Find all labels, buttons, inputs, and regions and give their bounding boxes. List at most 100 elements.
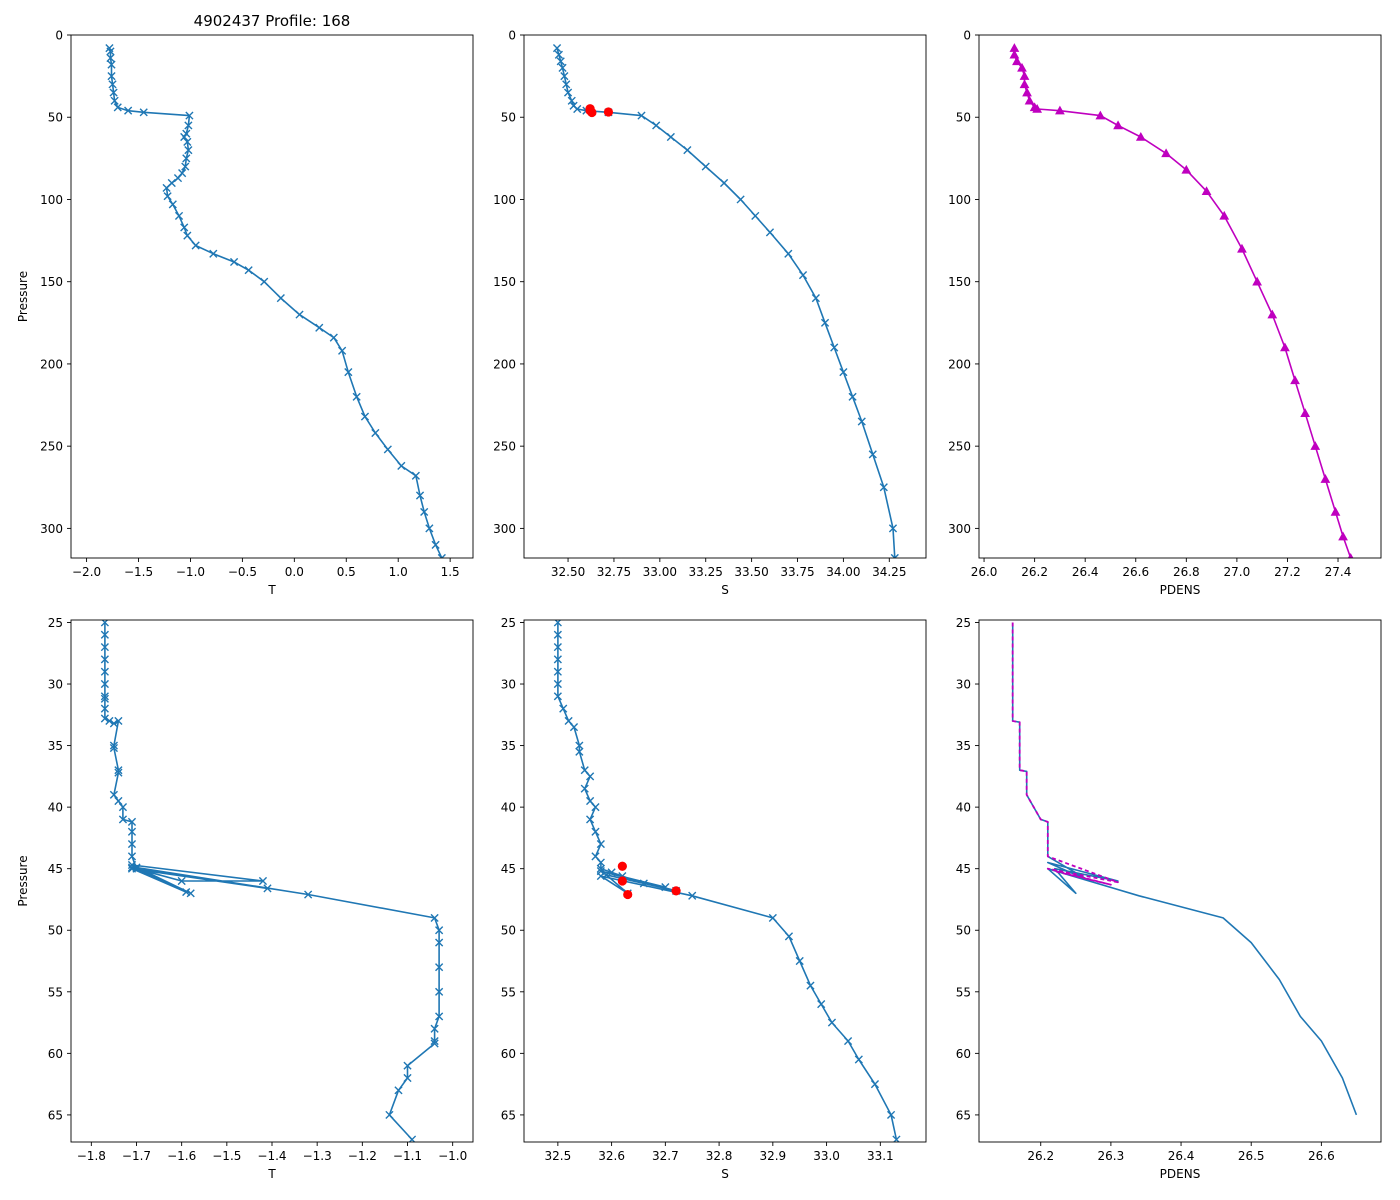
- data-point-marker: [394, 1086, 403, 1095]
- x-tick-label: 1.0: [389, 565, 408, 579]
- x-tick-label: 32.9: [759, 1149, 786, 1163]
- data-point-marker: [184, 146, 193, 155]
- x-tick-label: 26.4: [1168, 1149, 1195, 1163]
- data-point-marker: [110, 96, 119, 105]
- data-point-marker: [174, 211, 184, 221]
- x-tick-label: 26.2: [1027, 1149, 1054, 1163]
- data-point-marker: [338, 346, 347, 355]
- x-tick-label: 33.50: [734, 565, 768, 579]
- x-tick-label: 26.6: [1308, 1149, 1335, 1163]
- data-point-marker: [209, 249, 218, 258]
- y-tick-label: 200: [493, 357, 516, 371]
- data-point-marker: [553, 642, 562, 652]
- y-tick-label: 35: [48, 739, 63, 753]
- data-point-marker: [811, 294, 820, 303]
- y-tick-label: 60: [956, 1047, 971, 1061]
- y-tick-label: 0: [55, 29, 63, 43]
- data-point-marker: [586, 815, 595, 824]
- data-point-marker: [839, 368, 848, 377]
- series-flagged: [585, 104, 614, 118]
- data-point-marker: [435, 938, 444, 947]
- data-point-marker: [1135, 131, 1146, 141]
- data-point-marker: [666, 132, 675, 142]
- x-tick-label: 27.2: [1274, 565, 1301, 579]
- data-point-marker: [1055, 105, 1065, 115]
- data-point-marker: [183, 231, 192, 240]
- data-point-marker: [857, 417, 866, 426]
- y-tick-label: 35: [501, 739, 516, 753]
- data-point-marker: [100, 679, 109, 689]
- data-point-marker: [420, 507, 429, 517]
- x-tick-label: 26.4: [1072, 565, 1099, 579]
- data-point-marker: [403, 1061, 412, 1070]
- y-tick-label: 25: [956, 616, 971, 630]
- x-tick-label: 26.8: [1173, 565, 1200, 579]
- data-point-marker: [575, 747, 584, 756]
- y-tick-label: 45: [956, 862, 971, 876]
- x-tick-label: 26.0: [971, 565, 998, 579]
- chart-top-s: 32.50 32.75 33.00 33.25 33.50 33.75 34.00 34.25…: [493, 29, 927, 597]
- data-point-marker: [639, 879, 648, 888]
- data-point-marker: [652, 121, 661, 130]
- data-point-marker: [596, 871, 605, 881]
- y-tick-label: 30: [501, 678, 516, 692]
- x-tick-label: −0.5: [228, 565, 257, 579]
- data-point-marker: [1338, 531, 1348, 541]
- x-tick-label: −1.5: [212, 1149, 241, 1163]
- data-point-marker: [304, 890, 313, 899]
- data-point-marker: [1320, 474, 1331, 483]
- x-tick-label: 26.6: [1122, 565, 1149, 579]
- chart-bottom-t: −1.8 −1.7 −1.6 −1.5 −1.4 −1.3 −1.2 −1.1 −1.0 25 30…: [16, 616, 474, 1181]
- data-point-marker: [109, 743, 119, 753]
- data-point-marker: [1024, 95, 1035, 105]
- x-tick-label: 26.2: [1021, 565, 1048, 579]
- data-point-marker: [105, 716, 114, 726]
- data-point-marker: [100, 692, 109, 701]
- data-point-marker: [591, 827, 600, 836]
- data-point-marker: [100, 630, 109, 639]
- data-point-marker: [1012, 56, 1022, 66]
- data-point-marker: [1330, 506, 1341, 516]
- data-point-marker: [385, 1110, 394, 1120]
- data-point-marker: [1219, 210, 1230, 220]
- axes-frame: [523, 619, 927, 1143]
- y-tick-label: 150: [493, 275, 516, 289]
- x-tick-label: 32.75: [597, 565, 631, 579]
- data-point-marker: [1022, 87, 1032, 97]
- data-point-marker: [553, 692, 562, 701]
- data-point-marker: [607, 868, 616, 877]
- series-t: [105, 44, 446, 558]
- data-point-marker: [435, 963, 444, 972]
- x-tick-label: 0.0: [285, 565, 304, 579]
- data-point-marker: [181, 162, 190, 171]
- chart-top-pdens: 26.0 26.2 26.4 26.6 26.8 27.0 27.2 27.4 0 50 100 15…: [948, 29, 1382, 597]
- data-point-marker: [886, 1110, 896, 1120]
- y-tick-label: 50: [956, 924, 971, 938]
- x-tick-label: 33.75: [780, 565, 814, 579]
- data-point-marker: [163, 192, 172, 201]
- plot-area: [100, 620, 444, 1142]
- x-tick-label: 32.5: [544, 1149, 571, 1163]
- data-point-marker: [637, 111, 646, 120]
- data-point-marker: [435, 926, 444, 935]
- y-tick-label: 300: [493, 522, 516, 536]
- data-point-marker: [868, 450, 877, 459]
- data-point-marker: [1032, 103, 1043, 113]
- y-tick-label: 60: [48, 1047, 63, 1061]
- x-tick-label: −1.4: [257, 1149, 286, 1163]
- y-tick-label: 50: [956, 111, 971, 125]
- data-point-marker: [573, 104, 582, 114]
- x-tick-label: 26.5: [1238, 1149, 1265, 1163]
- y-tick-label: 60: [501, 1047, 516, 1061]
- x-tick-label: 34.00: [826, 565, 860, 579]
- data-point-marker: [100, 667, 109, 676]
- data-point-marker: [888, 524, 898, 533]
- data-point-marker: [177, 876, 186, 886]
- data-point-marker: [586, 772, 595, 781]
- data-point-marker: [260, 277, 269, 286]
- x-axis-label: S: [721, 583, 729, 597]
- data-point-marker: [425, 524, 434, 533]
- flagged-point: [603, 107, 614, 117]
- data-point-marker: [830, 343, 839, 352]
- x-tick-label: 33.0: [813, 1149, 840, 1163]
